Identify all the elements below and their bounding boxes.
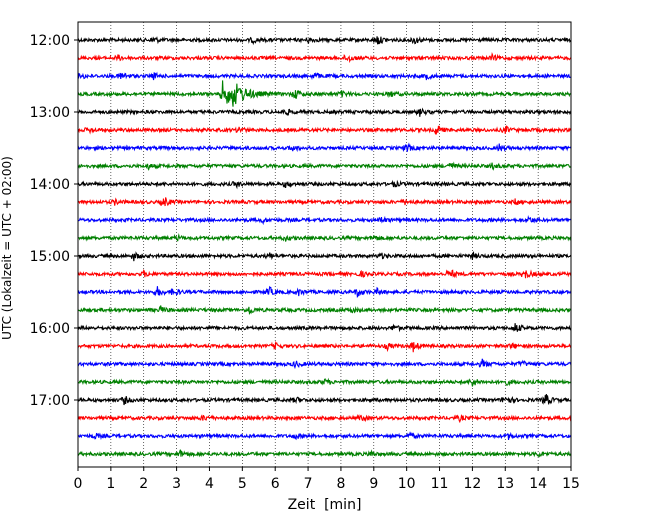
seismogram-trace xyxy=(77,52,572,64)
x-grid xyxy=(110,22,539,467)
x-tick-label: 3 xyxy=(172,476,181,492)
y-tick-label: 16:00 xyxy=(30,321,70,337)
x-tick-label: 2 xyxy=(139,476,148,492)
y-axis-label: UTC (Lokalzeit = UTC + 02:00) xyxy=(0,156,14,340)
seismogram-trace xyxy=(77,393,572,406)
seismogram-trace xyxy=(77,71,572,81)
seismogram-trace xyxy=(77,125,572,136)
seismogram-trace xyxy=(77,161,572,171)
x-tick-label: 1 xyxy=(106,476,115,492)
seismogram-trace xyxy=(77,449,572,458)
y-ticks: 12:00 13:00 14:00 15:00 16:00 17:00 xyxy=(30,33,78,409)
x-tick-label: 9 xyxy=(369,476,378,492)
y-tick-label: 15:00 xyxy=(30,249,70,265)
seismogram-trace xyxy=(77,197,572,207)
x-tick-label: 12 xyxy=(463,476,481,492)
x-tick-label: 7 xyxy=(304,476,313,492)
y-tick-label: 14:00 xyxy=(30,177,70,193)
x-axis-label: Zeit [min] xyxy=(288,497,362,513)
x-tick-label: 11 xyxy=(431,476,449,492)
traces xyxy=(77,36,572,458)
x-tick-label: 10 xyxy=(398,476,416,492)
plot-frame xyxy=(77,21,572,468)
seismogram-trace xyxy=(77,413,572,424)
seismogram-trace xyxy=(77,214,572,226)
seismogram-trace xyxy=(77,251,572,262)
x-tick-label: 5 xyxy=(238,476,247,492)
seismogram-trace xyxy=(77,179,572,190)
seismogram-trace xyxy=(77,358,572,370)
x-tick-label: 13 xyxy=(496,476,514,492)
seismogram-trace xyxy=(77,323,572,333)
x-tick-label: 6 xyxy=(271,476,280,492)
x-tick-label: 8 xyxy=(336,476,345,492)
seismogram-trace xyxy=(77,36,572,46)
y-tick-label: 12:00 xyxy=(30,33,70,49)
seismogram-trace xyxy=(77,80,572,107)
x-tick-label: 14 xyxy=(529,476,547,492)
x-tick-label: 0 xyxy=(74,476,83,492)
seismogram-trace xyxy=(77,431,572,441)
seismogram-trace xyxy=(77,340,572,353)
seismogram-trace xyxy=(77,305,572,315)
seismogram-trace xyxy=(77,269,572,279)
seismogram-trace xyxy=(77,285,572,298)
seismogram-trace xyxy=(77,107,572,117)
y-tick-label: 13:00 xyxy=(30,105,70,121)
y-tick-label: 17:00 xyxy=(30,393,70,409)
seismogram-trace xyxy=(77,233,572,242)
seismogram-trace xyxy=(77,142,572,153)
seismogram-trace xyxy=(77,377,572,387)
x-tick-label: 15 xyxy=(562,476,580,492)
x-tick-label: 4 xyxy=(205,476,214,492)
x-ticks: 0 1 2 3 4 5 6 7 8 9 10 11 12 13 14 15 xyxy=(74,467,580,492)
